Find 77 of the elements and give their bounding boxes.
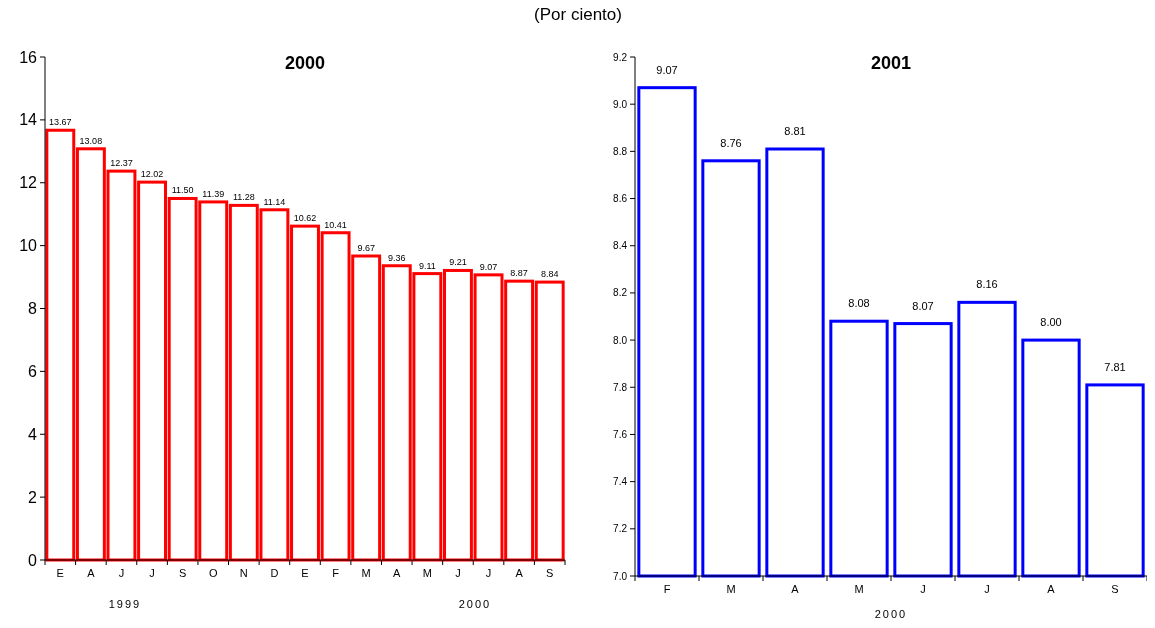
x-tick-label: A [1047,583,1056,595]
x-tick-label: M [422,567,432,579]
x-tick-label: D [270,567,279,579]
y-tick-label: 7.8 [613,381,628,393]
x-tick-label: J [149,567,155,579]
x-tick-label: F [332,567,340,579]
data-label: 11.28 [232,192,255,203]
chart-title: 2000 [284,53,326,73]
x-tick-label: J [485,567,492,579]
data-label: 9.11 [418,260,436,271]
x-tick-label: S [178,567,187,579]
y-tick-label: 8.8 [613,145,628,157]
y-tick-label: 9.2 [613,51,628,63]
data-label: 13.67 [49,117,72,128]
y-tick-label: 14 [19,111,38,129]
y-tick-label: 7.0 [613,570,628,582]
y-tick-label: 16 [19,48,38,66]
y-tick-label: 2 [28,488,38,506]
data-label: 12.02 [140,169,164,180]
data-label: 8.81 [784,125,806,137]
chart-title: 2001 [870,53,912,73]
y-tick-label: 8.6 [613,193,628,205]
x-tick-label: O [208,567,218,579]
x-tick-label: E [301,567,309,579]
data-label: 11.39 [202,188,225,199]
data-label: 12.37 [110,158,133,169]
x-tick-label: M [854,583,864,595]
y-tick-label: 7.6 [613,428,628,440]
y-tick-label: 4 [28,425,38,443]
x-tick-label: J [455,567,461,579]
y-tick-label: 7.4 [613,476,628,488]
data-label: 13.08 [79,135,103,146]
y-tick-label: 7.2 [613,523,628,535]
data-label: 10.41 [324,219,347,230]
y-tick-label: 0 [28,551,38,569]
x-tick-label: F [663,583,671,595]
data-label: 9.07 [656,63,678,76]
data-label: 8.00 [1040,316,1062,329]
data-label: 8.87 [510,268,528,279]
x-tick-label: A [515,567,524,579]
y-tick-label: 12 [19,174,38,192]
x-tick-label: J [920,583,926,595]
data-label: 8.07 [912,299,934,312]
data-label: 9.36 [388,252,406,263]
y-tick-label: 8.0 [613,334,628,346]
x-tick-label: J [118,567,125,579]
x-tick-label: E [56,567,64,579]
data-label: 9.21 [449,257,467,268]
data-label: 8.76 [720,136,742,149]
y-tick-label: 8.2 [613,287,628,299]
x-tick-label: A [791,583,800,595]
chart-subtitle: (Por ciento) [534,5,622,24]
y-tick-label: 8.4 [613,240,628,252]
data-label: 9.67 [357,243,375,253]
text: 1999 [108,598,142,610]
data-label: 10.62 [293,213,317,224]
data-label: 11.50 [171,185,194,196]
data-label: 8.84 [540,269,559,280]
y-tick-label: 9.0 [613,98,628,110]
x-tick-label: M [361,567,371,579]
data-label: 8.08 [848,297,870,310]
x-tick-label: N [239,567,248,579]
text: 2000 [458,598,492,610]
x-tick-label: S [1111,583,1119,595]
x-tick-label: A [393,567,402,579]
x-axis-title: 2000 [874,608,908,620]
x-tick-label: A [87,567,96,579]
y-tick-label: 8 [28,300,38,318]
data-label: 9.07 [479,261,498,272]
x-tick-label: S [546,567,554,579]
data-label: 8.16 [976,278,998,291]
x-tick-label: M [726,583,736,595]
data-label: 11.14 [263,196,286,207]
y-tick-label: 10 [19,237,38,255]
y-tick-label: 6 [28,362,38,380]
data-label: 7.81 [1104,360,1126,373]
x-tick-label: J [984,583,990,595]
